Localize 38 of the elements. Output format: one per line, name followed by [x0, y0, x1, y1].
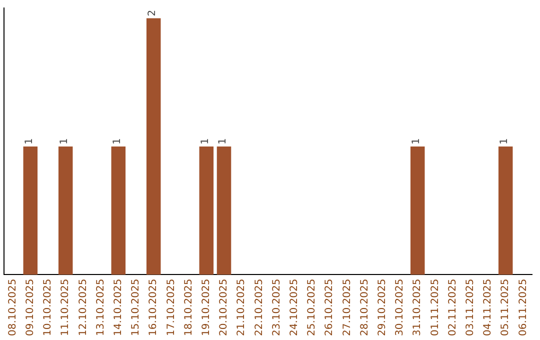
x-tick-label: 11.10.2025	[60, 278, 72, 336]
data-label: 1	[200, 138, 211, 144]
data-label: 1	[112, 138, 123, 144]
x-tick-label: 06.11.2025	[518, 278, 529, 336]
x-tick-label: 24.10.2025	[288, 278, 300, 336]
x-tick-label: 20.10.2025	[218, 278, 230, 336]
x-tick-label: 04.11.2025	[482, 278, 494, 336]
x-tick-label: 10.10.2025	[42, 278, 54, 336]
data-label: 1	[59, 138, 70, 144]
x-tick-label: 09.10.2025	[24, 278, 36, 336]
x-tick-label: 30.10.2025	[394, 278, 406, 336]
x-tick-label: 14.10.2025	[112, 278, 124, 336]
x-tick-label: 15.10.2025	[130, 278, 142, 336]
x-tick-label: 25.10.2025	[306, 278, 318, 336]
x-tick-label: 12.10.2025	[78, 278, 89, 336]
x-tick-label: 23.10.2025	[271, 278, 282, 336]
x-tick-label: 01.11.2025	[430, 278, 441, 336]
data-label: 2	[147, 10, 158, 16]
x-tick-label: 08.10.2025	[7, 278, 18, 336]
x-tick-label: 19.10.2025	[200, 278, 212, 336]
data-label: 1	[218, 138, 229, 144]
data-label: 1	[24, 138, 35, 144]
x-tick-label: 18.10.2025	[183, 278, 194, 336]
x-tick-label: 31.10.2025	[412, 278, 424, 336]
x-tick-label: 28.10.2025	[359, 278, 370, 336]
x-tick-label: 05.11.2025	[500, 278, 512, 336]
x-tick-label: 03.11.2025	[464, 278, 476, 336]
x-tick-label: 16.10.2025	[148, 278, 160, 336]
x-tick-label: 27.10.2025	[342, 278, 353, 336]
x-tick-label: 22.10.2025	[254, 278, 265, 336]
x-tick-label: 02.11.2025	[447, 278, 458, 336]
x-tick-label: 13.10.2025	[95, 278, 106, 336]
data-label: 1	[411, 138, 422, 144]
x-tick-label: 17.10.2025	[166, 278, 177, 336]
data-label: 1	[499, 138, 510, 144]
x-tick-label: 29.10.2025	[376, 278, 388, 336]
x-tick-label: 26.10.2025	[324, 278, 336, 336]
x-tick-label: 21.10.2025	[236, 278, 248, 336]
